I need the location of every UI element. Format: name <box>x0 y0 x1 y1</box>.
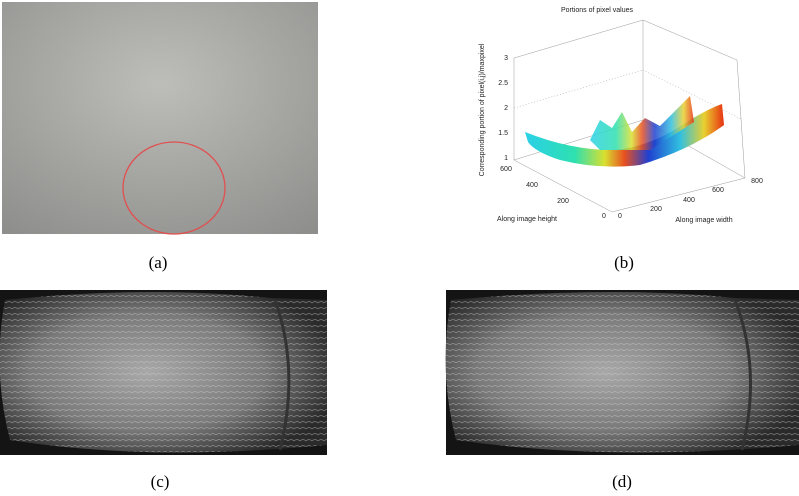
surface-plot: Portions of pixel values Corresponding p… <box>479 7 763 224</box>
x-axis-label: Along image width <box>675 217 732 224</box>
x-tick-label: 600 <box>712 187 724 194</box>
y-tick-label: 600 <box>500 166 512 173</box>
caption: (b) <box>614 253 634 272</box>
x-tick-label: 400 <box>683 197 695 204</box>
y-tick-label: 200 <box>557 198 569 205</box>
crease <box>273 299 291 451</box>
z-tick-label: 2.5 <box>498 80 508 87</box>
z-tick-label: 3 <box>504 55 508 62</box>
caption: (c) <box>151 472 170 491</box>
surface-peaks <box>590 96 694 150</box>
y-axis-label: Along image height <box>497 216 557 223</box>
plot-title: Portions of pixel values <box>561 7 633 14</box>
z-tick-label: 1 <box>504 155 508 162</box>
photo-a <box>2 2 318 234</box>
caption: (a) <box>149 253 168 272</box>
y-tick-label: 0 <box>602 213 606 220</box>
x-tick-label: 0 <box>618 213 622 220</box>
ridges <box>0 291 327 453</box>
x-tick-label: 200 <box>650 206 662 213</box>
surface <box>525 104 724 167</box>
crease <box>733 299 752 451</box>
y-tick-label: 400 <box>526 182 538 189</box>
z-tick-label: 1.5 <box>498 130 508 137</box>
x-tick-label: 800 <box>751 178 763 185</box>
caption: (d) <box>612 472 632 491</box>
ridges <box>445 291 799 453</box>
z-tick-label: 2 <box>504 105 508 112</box>
z-axis-label: Corresponding portion of pixel(i,j)/maxp… <box>479 43 486 176</box>
circle-marker <box>122 141 226 235</box>
